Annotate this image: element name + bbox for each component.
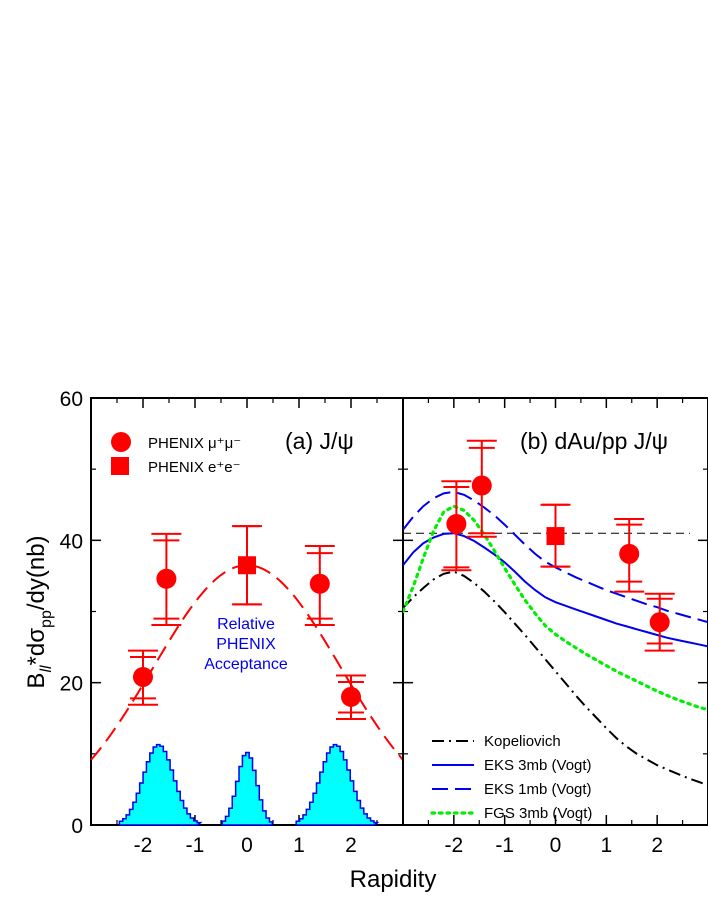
y-tick-label-3: 60	[60, 388, 83, 411]
acceptance-label-line-3: Acceptance	[204, 656, 288, 673]
legend-b-label-0: Kopeliovich	[484, 733, 561, 750]
panel-b-title: (b) dAu/pp J/ψ	[520, 428, 668, 454]
x-tick-label-b-4: 2	[651, 834, 663, 857]
y-label-end: /dy(nb)	[23, 535, 50, 610]
curve-kopeliovich	[403, 570, 708, 787]
acceptance-histogram-1	[221, 751, 274, 826]
legend-marker-mumu	[111, 432, 131, 452]
x-tick-label-b-0: -2	[444, 834, 463, 857]
b-point-ee-0-marker	[546, 527, 565, 546]
curve-fgs-3mb-vogt	[403, 504, 708, 712]
legend-label-mumu: PHENIX μ⁺μ⁻	[148, 435, 241, 452]
y-tick-label-0: 0	[71, 815, 83, 838]
a-point-mumu-3-marker	[341, 686, 361, 707]
b-point-mumu-0-marker	[446, 513, 467, 534]
x-tick-label-b-2: 0	[550, 834, 562, 857]
legend-marker-ee	[111, 457, 129, 475]
a-point-mumu-1-marker	[156, 568, 177, 589]
acceptance-label-line-2: PHENIX	[216, 636, 276, 653]
legend-b-label-2: EKS 1mb (Vogt)	[484, 781, 592, 798]
y-tick-label-2: 40	[60, 530, 83, 553]
y-label-sub1: ll	[38, 665, 55, 673]
legend-b-label-3: FGS 3mb (Vogt)	[484, 805, 592, 822]
acceptance-histogram-2	[295, 743, 380, 826]
y-tick-label-1: 20	[60, 673, 83, 696]
panel-b: -2 -1 0 1 2	[402, 397, 708, 857]
x-tick-label-a-1: -1	[186, 834, 205, 857]
panel-a-title: (a) J/ψ	[285, 428, 354, 454]
x-tick-label-b-1: -1	[495, 834, 514, 857]
x-tick-label-a-2: 0	[241, 834, 253, 857]
y-label-sub2: pp	[38, 610, 55, 628]
x-axis-label: Rapidity	[350, 866, 437, 893]
a-point-ee-0-marker	[238, 556, 256, 575]
x-tick-label-a-4: 2	[345, 834, 357, 857]
b-point-mumu-1-marker	[471, 475, 492, 496]
acceptance-label-line-1: Relative	[217, 616, 275, 633]
svg-text:Bll*dσpp/dy(nb): Bll*dσpp/dy(nb)	[23, 535, 55, 688]
acceptance-histogram-0	[118, 743, 203, 826]
legend-label-ee: PHENIX e⁺e⁻	[148, 459, 241, 476]
x-tick-label-b-3: 1	[600, 834, 612, 857]
a-point-mumu-2-marker	[309, 573, 330, 594]
b-point-mumu-3-marker	[649, 612, 670, 633]
b-point-mumu-2-marker	[619, 543, 640, 564]
x-tick-label-a-3: 1	[293, 834, 305, 857]
legend-b-label-1: EKS 3mb (Vogt)	[484, 757, 592, 774]
y-axis-label: Bll*dσpp/dy(nb)	[23, 535, 55, 688]
y-label-main: B	[23, 673, 50, 689]
x-tick-label-a-0: -2	[134, 834, 153, 857]
y-label-mid: *dσ	[23, 628, 50, 666]
a-point-mumu-0-marker	[133, 666, 153, 687]
